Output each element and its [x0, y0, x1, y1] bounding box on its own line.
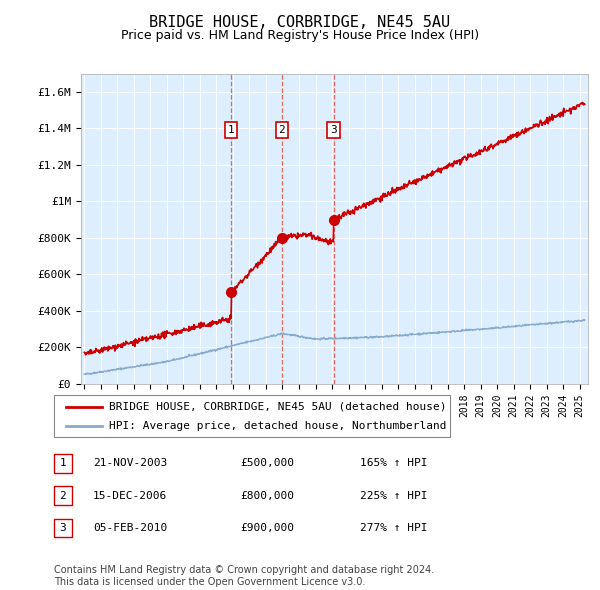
Text: HPI: Average price, detached house, Northumberland: HPI: Average price, detached house, Nort… — [109, 421, 447, 431]
Text: 21-NOV-2003: 21-NOV-2003 — [93, 458, 167, 468]
Text: £900,000: £900,000 — [240, 523, 294, 533]
Text: 3: 3 — [330, 125, 337, 135]
Text: £800,000: £800,000 — [240, 491, 294, 500]
Text: 225% ↑ HPI: 225% ↑ HPI — [360, 491, 427, 500]
FancyBboxPatch shape — [54, 395, 450, 437]
Text: 15-DEC-2006: 15-DEC-2006 — [93, 491, 167, 500]
Text: Price paid vs. HM Land Registry's House Price Index (HPI): Price paid vs. HM Land Registry's House … — [121, 30, 479, 42]
Text: BRIDGE HOUSE, CORBRIDGE, NE45 5AU: BRIDGE HOUSE, CORBRIDGE, NE45 5AU — [149, 15, 451, 30]
Text: 165% ↑ HPI: 165% ↑ HPI — [360, 458, 427, 468]
Text: 05-FEB-2010: 05-FEB-2010 — [93, 523, 167, 533]
Text: Contains HM Land Registry data © Crown copyright and database right 2024.
This d: Contains HM Land Registry data © Crown c… — [54, 565, 434, 587]
Text: BRIDGE HOUSE, CORBRIDGE, NE45 5AU (detached house): BRIDGE HOUSE, CORBRIDGE, NE45 5AU (detac… — [109, 402, 447, 412]
Text: 3: 3 — [59, 523, 67, 533]
Text: £500,000: £500,000 — [240, 458, 294, 468]
Text: 277% ↑ HPI: 277% ↑ HPI — [360, 523, 427, 533]
Text: 2: 2 — [278, 125, 285, 135]
Text: 2: 2 — [59, 491, 67, 500]
Text: 1: 1 — [228, 125, 235, 135]
Text: 1: 1 — [59, 458, 67, 468]
